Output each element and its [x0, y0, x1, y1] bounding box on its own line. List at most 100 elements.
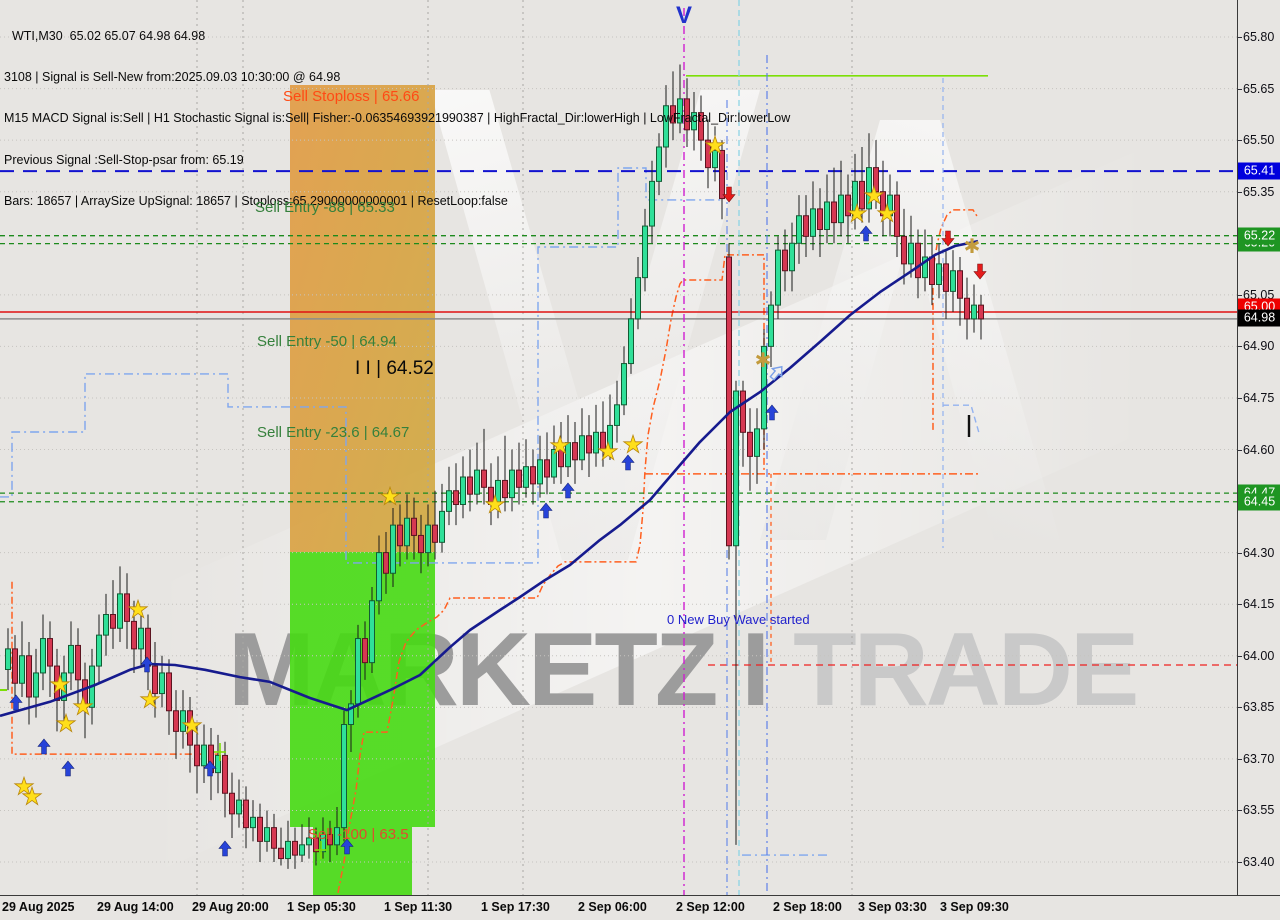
candle-up [796, 215, 802, 244]
buy-arrow-icon [621, 454, 635, 471]
candle-up [285, 840, 291, 860]
price-tick-label: 64.30 [1243, 545, 1275, 560]
price-tick-mark [1238, 346, 1242, 348]
candle-up [635, 277, 641, 320]
sell-arrow-icon [722, 186, 736, 203]
buy-arrow-icon [340, 838, 354, 855]
candle-up [810, 208, 816, 237]
candle-down [418, 534, 424, 554]
time-tick-label: 29 Aug 2025 [2, 900, 75, 914]
time-tick-label: 2 Sep 06:00 [578, 900, 647, 914]
candle-up [607, 424, 613, 450]
candle-down [278, 847, 284, 860]
price-tick-label: 65.50 [1243, 133, 1275, 148]
price-tick-mark [1238, 294, 1242, 296]
candle-up [614, 404, 620, 426]
candle-up [950, 270, 956, 292]
candle-up [348, 703, 354, 725]
candle-down [747, 431, 753, 457]
price-axis[interactable]: 65.80 65.65 65.50 65.35 65.05 64.90 64.75 64.60… [1237, 0, 1280, 895]
candle-down [152, 665, 158, 695]
candle-up [936, 263, 942, 285]
channel-right [943, 404, 980, 434]
candle-up [460, 476, 466, 505]
candle-up [5, 648, 11, 670]
price-tick-label: 64.00 [1243, 648, 1275, 663]
price-tick-label: 64.75 [1243, 390, 1275, 405]
candle-up [775, 249, 781, 306]
price-tick-mark [1238, 552, 1242, 554]
candle-down [383, 552, 389, 574]
time-tick-label: 29 Aug 20:00 [192, 900, 269, 914]
annotation-sell_100: Sell -100 | 63.5 [308, 826, 409, 843]
price-tick-mark [1238, 810, 1242, 812]
price-tick-label: 63.55 [1243, 803, 1275, 818]
time-tick-label: 3 Sep 09:30 [940, 900, 1009, 914]
price-tick-mark [1238, 449, 1242, 451]
candle-up [656, 146, 662, 182]
candle-down [502, 479, 508, 499]
candle-up [866, 167, 872, 210]
star-signal-icon: ★ [863, 183, 885, 210]
candle-down [845, 194, 851, 217]
time-axis[interactable]: 29 Aug 2025 29 Aug 14:00 29 Aug 20:00 1 Sep… [0, 895, 1280, 920]
candle-up [103, 614, 109, 636]
sell-arrow-icon [941, 230, 955, 247]
candle-up [509, 469, 515, 499]
price-tick-mark [1238, 37, 1242, 38]
candle-down [75, 644, 81, 681]
price-badge-6445: 64.45 [1238, 493, 1280, 511]
candle-down [803, 215, 809, 237]
candle-down [873, 167, 879, 193]
candle-down [12, 648, 18, 684]
candle-up [355, 638, 361, 705]
price-badge-6522: 65.22 [1238, 227, 1280, 245]
candle-up [341, 724, 347, 829]
candle-down [943, 263, 949, 292]
time-tick-label: 29 Aug 14:00 [97, 900, 174, 914]
khaki-star-icon: ✱ [964, 236, 981, 258]
annotation-sell_entry_50: Sell Entry -50 | 64.94 [257, 333, 397, 350]
candle-up [712, 149, 718, 169]
candle-down [26, 655, 32, 698]
candle-down [880, 191, 886, 217]
candle-up [250, 816, 256, 829]
candle-up [691, 112, 697, 131]
price-tick-label: 64.90 [1243, 339, 1275, 354]
star-signal-icon: ★ [127, 597, 149, 624]
candle-down [229, 792, 235, 815]
time-tick-label: 2 Sep 18:00 [773, 900, 842, 914]
candle-down [131, 620, 137, 650]
stop-line-b [337, 254, 765, 894]
time-tick-label: 1 Sep 05:30 [287, 900, 356, 914]
candle-up [236, 799, 242, 815]
candle-down [740, 390, 746, 433]
sell-arrow-icon [973, 263, 987, 280]
candle-up [922, 256, 928, 279]
candle-down [782, 249, 788, 272]
candle-down [467, 476, 473, 495]
candle-up [824, 201, 830, 230]
star-signal-icon: ★ [622, 432, 644, 459]
star-signal-icon: ★ [484, 492, 506, 519]
candle-up [971, 304, 977, 320]
time-tick-label: 1 Sep 17:30 [481, 900, 550, 914]
candle-down [558, 449, 564, 468]
candle-down [82, 679, 88, 708]
candle-up [579, 435, 585, 461]
price-tick-mark [1238, 758, 1242, 760]
star-signal-icon: ★ [181, 713, 203, 740]
chart-plot-area[interactable]: ★★★★★★★★★ ★★ ★ ★★★★★✱✱ [0, 0, 1237, 895]
candle-up [201, 744, 207, 767]
candle-up [908, 242, 914, 265]
star-signal-icon: ★ [49, 672, 71, 699]
candle-down [544, 459, 550, 478]
price-tick-label: 64.15 [1243, 597, 1275, 612]
candle-up [523, 466, 529, 488]
candle-up [19, 655, 25, 684]
star-signal-icon: ★ [21, 784, 43, 811]
candle-up [621, 363, 627, 406]
candle-up [565, 442, 571, 468]
price-tick-label: 63.85 [1243, 700, 1275, 715]
